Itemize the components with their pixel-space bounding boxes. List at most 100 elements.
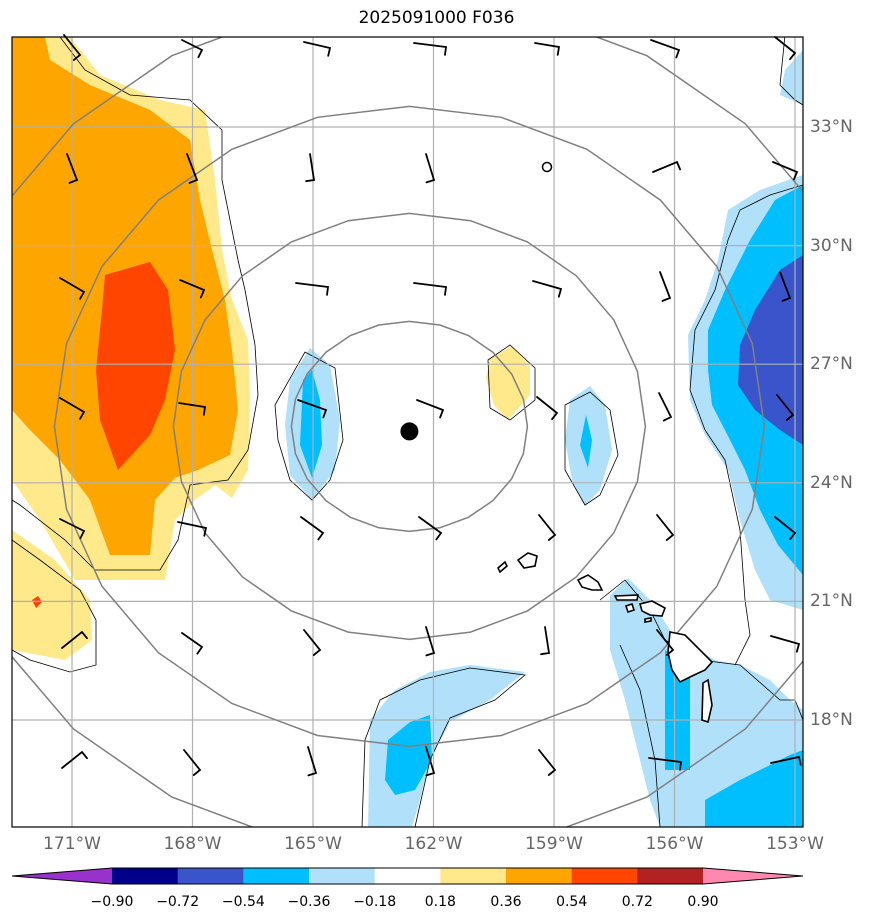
wind-barb-r2-c6 xyxy=(779,271,792,302)
island-molokai xyxy=(613,594,639,601)
wind-barb-r1-c0 xyxy=(66,153,79,184)
wind-barb-r5-c2 xyxy=(303,629,322,656)
colorbar-outline xyxy=(11,867,804,885)
wind-barb-r2-c5 xyxy=(659,271,672,302)
wind-barb-r3-c3 xyxy=(416,399,445,419)
colorbar-tick-label-4: −0.18 xyxy=(353,894,397,910)
longitude-label-5: 156°W xyxy=(645,834,704,854)
wind-barb-r1-c5 xyxy=(652,160,681,173)
wind-barb-r1-c3 xyxy=(425,153,436,184)
colorbar-tick-label-2: −0.54 xyxy=(221,894,265,910)
wind-barb-r2-c0 xyxy=(59,277,86,300)
wind-barb-r6-c1 xyxy=(183,749,202,776)
hawaiian-islands xyxy=(497,552,714,724)
wind-barb-r5-c0 xyxy=(61,630,88,649)
wind-barb-r3-c1 xyxy=(178,402,207,416)
latitude-label-3: 24°N xyxy=(810,472,853,493)
latitude-label-0: 33°N xyxy=(810,117,853,137)
colorbar-segment-6 xyxy=(440,868,507,884)
map-frame xyxy=(11,36,804,828)
island-hawaii xyxy=(667,631,714,684)
colorbar-segment-7 xyxy=(506,868,573,884)
wind-barb-r6-c5 xyxy=(648,757,683,771)
wind-barb-r5-c5 xyxy=(656,629,675,656)
colorbar-extend-high xyxy=(703,868,803,884)
wind-barb-r2-c3 xyxy=(413,282,448,296)
colorbar-extend-low xyxy=(12,868,112,884)
longitude-label-6: 153°W xyxy=(766,834,824,854)
longitude-label-3: 162°W xyxy=(404,834,463,854)
wind-barb-r6-c3 xyxy=(425,746,436,777)
distance-ring-3 xyxy=(53,105,766,748)
island-kahoolawe xyxy=(644,617,652,623)
wind-barb-r6-c0 xyxy=(61,750,88,769)
colorbar xyxy=(11,867,804,885)
colorbar-segment-4 xyxy=(309,868,376,884)
wind-barb-r5-c4 xyxy=(540,626,551,656)
wind-barbs xyxy=(59,34,802,777)
strong-negative-field-southeast xyxy=(705,750,803,827)
island-niihau xyxy=(497,560,508,574)
latitude-label-2: 27°N xyxy=(810,354,853,375)
island-kauai xyxy=(516,552,538,569)
wind-barb-r3-c4 xyxy=(536,396,559,421)
wind-barb-r4-c1 xyxy=(177,521,208,537)
strong-negative-field-center-east xyxy=(580,415,592,468)
peak-positive-field-west xyxy=(96,262,175,470)
wind-barb-r0-c1 xyxy=(181,39,204,59)
distance-ring-1 xyxy=(290,320,529,533)
wind-barb-r0-c3 xyxy=(413,42,448,56)
wind-barb-r3-c5 xyxy=(658,392,673,422)
wind-barb-r6-c6 xyxy=(770,755,802,766)
colorbar-tick-label-6: 0.36 xyxy=(490,894,522,910)
island-maui xyxy=(639,600,666,617)
colorbar-segment-1 xyxy=(112,868,179,884)
colorbar-tick-label-5: 0.18 xyxy=(424,894,456,910)
wind-barb-r4-c3 xyxy=(418,516,443,541)
wind-barb-r2-c2 xyxy=(295,282,330,296)
colorbar-segment-9 xyxy=(637,868,704,884)
longitude-label-2: 165°W xyxy=(284,834,342,854)
wind-barb-r5-c1 xyxy=(181,632,204,655)
wind-barb-r0-c2 xyxy=(303,41,332,57)
wind-barb-r6-c4 xyxy=(538,749,557,776)
wind-barb-r0-c0 xyxy=(63,34,82,61)
colorbar-tick-label-1: −0.72 xyxy=(156,894,200,910)
wind-barb-r1-c1 xyxy=(186,153,199,184)
wind-barb-r0-c6 xyxy=(774,36,797,61)
colorbar-segment-8 xyxy=(571,868,638,884)
wind-barb-r4-c2 xyxy=(300,516,325,541)
latitude-label-5: 18°N xyxy=(810,710,853,730)
wind-barb-r4-c4 xyxy=(538,514,557,541)
wind-barb-r5-c6 xyxy=(770,635,801,653)
wind-barb-r2-c4 xyxy=(532,280,563,298)
strong-negative-field-south xyxy=(385,715,432,795)
wind-barb-r4-c0 xyxy=(59,518,86,540)
colorbar-tick-label-3: −0.36 xyxy=(287,894,331,910)
wind-barb-r3-c0 xyxy=(59,397,86,420)
wind-barb-r1-c6 xyxy=(772,161,799,181)
wind-barb-r4-c5 xyxy=(656,514,675,541)
calm-wind-circle xyxy=(541,161,553,173)
latitude-label-4: 21°N xyxy=(810,591,853,612)
longitude-label-0: 171°W xyxy=(43,834,101,854)
wind-barb-r0-c5 xyxy=(650,39,681,59)
latitude-label-1: 30°N xyxy=(810,235,853,256)
colorbar-tick-label-8: 0.72 xyxy=(621,894,653,910)
colorbar-tick-label-9: 0.90 xyxy=(687,894,719,910)
very-strong-negative-field-east xyxy=(738,255,803,445)
colorbar-segment-5 xyxy=(374,868,441,884)
island-hawaii-south xyxy=(701,678,713,724)
distance-ring-4 xyxy=(12,37,803,827)
colorbar-tick-label-7: 0.54 xyxy=(556,894,588,910)
storm-center-marker xyxy=(400,422,419,441)
wind-barb-r2-c1 xyxy=(179,279,206,299)
colorbar-segment-2 xyxy=(177,868,244,884)
island-oahu xyxy=(576,574,604,591)
wind-barb-r3-c2 xyxy=(297,399,328,419)
wind-barb-r4-c6 xyxy=(774,516,797,541)
distance-rings xyxy=(12,37,803,827)
longitude-label-1: 168°W xyxy=(163,834,222,854)
page-title: 2025091000 F036 xyxy=(358,8,515,28)
